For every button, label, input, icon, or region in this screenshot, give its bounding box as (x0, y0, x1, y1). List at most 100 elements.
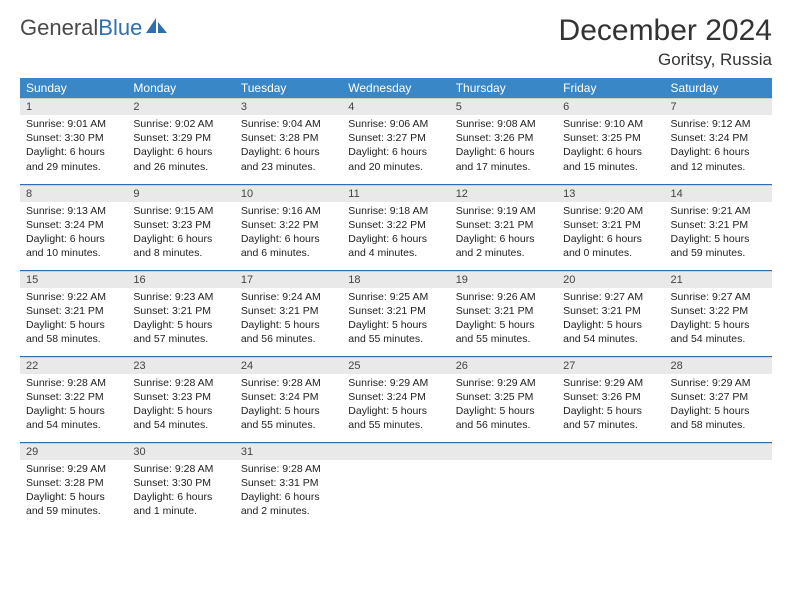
day-number: 10 (235, 185, 342, 202)
calendar-cell (342, 442, 449, 528)
day-number: 29 (20, 443, 127, 460)
calendar-cell: 20Sunrise: 9:27 AMSunset: 3:21 PMDayligh… (557, 270, 664, 356)
calendar-row: 8Sunrise: 9:13 AMSunset: 3:24 PMDaylight… (20, 184, 772, 270)
calendar-cell: 24Sunrise: 9:28 AMSunset: 3:24 PMDayligh… (235, 356, 342, 442)
day-detail: Sunrise: 9:29 AMSunset: 3:28 PMDaylight:… (20, 460, 127, 523)
day-detail (665, 460, 772, 466)
header: GeneralBlue December 2024 Goritsy, Russi… (20, 14, 772, 70)
day-header: Thursday (450, 78, 557, 98)
calendar-cell: 27Sunrise: 9:29 AMSunset: 3:26 PMDayligh… (557, 356, 664, 442)
calendar-cell: 6Sunrise: 9:10 AMSunset: 3:25 PMDaylight… (557, 98, 664, 184)
day-detail: Sunrise: 9:23 AMSunset: 3:21 PMDaylight:… (127, 288, 234, 351)
day-detail: Sunrise: 9:16 AMSunset: 3:22 PMDaylight:… (235, 202, 342, 265)
day-detail: Sunrise: 9:21 AMSunset: 3:21 PMDaylight:… (665, 202, 772, 265)
day-header: Sunday (20, 78, 127, 98)
day-number (665, 443, 772, 460)
calendar-cell: 22Sunrise: 9:28 AMSunset: 3:22 PMDayligh… (20, 356, 127, 442)
day-detail: Sunrise: 9:29 AMSunset: 3:27 PMDaylight:… (665, 374, 772, 437)
day-detail: Sunrise: 9:28 AMSunset: 3:22 PMDaylight:… (20, 374, 127, 437)
calendar-cell: 19Sunrise: 9:26 AMSunset: 3:21 PMDayligh… (450, 270, 557, 356)
calendar-cell: 4Sunrise: 9:06 AMSunset: 3:27 PMDaylight… (342, 98, 449, 184)
day-detail: Sunrise: 9:29 AMSunset: 3:25 PMDaylight:… (450, 374, 557, 437)
day-number: 4 (342, 98, 449, 115)
day-header: Saturday (665, 78, 772, 98)
calendar-cell: 21Sunrise: 9:27 AMSunset: 3:22 PMDayligh… (665, 270, 772, 356)
day-number: 22 (20, 357, 127, 374)
calendar-cell (557, 442, 664, 528)
calendar-cell: 12Sunrise: 9:19 AMSunset: 3:21 PMDayligh… (450, 184, 557, 270)
calendar-cell: 11Sunrise: 9:18 AMSunset: 3:22 PMDayligh… (342, 184, 449, 270)
calendar-cell (665, 442, 772, 528)
day-number: 12 (450, 185, 557, 202)
day-detail: Sunrise: 9:27 AMSunset: 3:22 PMDaylight:… (665, 288, 772, 351)
calendar-cell: 13Sunrise: 9:20 AMSunset: 3:21 PMDayligh… (557, 184, 664, 270)
calendar-cell: 3Sunrise: 9:04 AMSunset: 3:28 PMDaylight… (235, 98, 342, 184)
calendar-cell: 29Sunrise: 9:29 AMSunset: 3:28 PMDayligh… (20, 442, 127, 528)
calendar-cell: 28Sunrise: 9:29 AMSunset: 3:27 PMDayligh… (665, 356, 772, 442)
day-detail: Sunrise: 9:29 AMSunset: 3:24 PMDaylight:… (342, 374, 449, 437)
calendar-cell: 14Sunrise: 9:21 AMSunset: 3:21 PMDayligh… (665, 184, 772, 270)
day-number: 26 (450, 357, 557, 374)
calendar-cell: 17Sunrise: 9:24 AMSunset: 3:21 PMDayligh… (235, 270, 342, 356)
calendar-cell: 10Sunrise: 9:16 AMSunset: 3:22 PMDayligh… (235, 184, 342, 270)
calendar-cell: 25Sunrise: 9:29 AMSunset: 3:24 PMDayligh… (342, 356, 449, 442)
day-number: 19 (450, 271, 557, 288)
calendar-cell: 16Sunrise: 9:23 AMSunset: 3:21 PMDayligh… (127, 270, 234, 356)
calendar-cell: 5Sunrise: 9:08 AMSunset: 3:26 PMDaylight… (450, 98, 557, 184)
day-detail: Sunrise: 9:12 AMSunset: 3:24 PMDaylight:… (665, 115, 772, 178)
title-block: December 2024 Goritsy, Russia (559, 14, 772, 70)
day-number: 20 (557, 271, 664, 288)
calendar-page: GeneralBlue December 2024 Goritsy, Russi… (0, 0, 792, 528)
day-detail: Sunrise: 9:13 AMSunset: 3:24 PMDaylight:… (20, 202, 127, 265)
calendar-cell: 9Sunrise: 9:15 AMSunset: 3:23 PMDaylight… (127, 184, 234, 270)
calendar-cell: 30Sunrise: 9:28 AMSunset: 3:30 PMDayligh… (127, 442, 234, 528)
calendar-row: 1Sunrise: 9:01 AMSunset: 3:30 PMDaylight… (20, 98, 772, 184)
calendar-cell: 18Sunrise: 9:25 AMSunset: 3:21 PMDayligh… (342, 270, 449, 356)
day-number: 18 (342, 271, 449, 288)
day-detail: Sunrise: 9:15 AMSunset: 3:23 PMDaylight:… (127, 202, 234, 265)
day-number: 5 (450, 98, 557, 115)
day-number: 2 (127, 98, 234, 115)
day-detail: Sunrise: 9:04 AMSunset: 3:28 PMDaylight:… (235, 115, 342, 178)
month-title: December 2024 (559, 14, 772, 48)
logo-text-2: Blue (98, 15, 142, 41)
day-number: 9 (127, 185, 234, 202)
calendar-cell: 1Sunrise: 9:01 AMSunset: 3:30 PMDaylight… (20, 98, 127, 184)
calendar-cell: 8Sunrise: 9:13 AMSunset: 3:24 PMDaylight… (20, 184, 127, 270)
day-number: 25 (342, 357, 449, 374)
calendar-cell: 7Sunrise: 9:12 AMSunset: 3:24 PMDaylight… (665, 98, 772, 184)
day-number: 16 (127, 271, 234, 288)
day-number: 1 (20, 98, 127, 115)
day-header: Friday (557, 78, 664, 98)
day-header: Wednesday (342, 78, 449, 98)
day-number: 11 (342, 185, 449, 202)
day-detail: Sunrise: 9:27 AMSunset: 3:21 PMDaylight:… (557, 288, 664, 351)
day-number: 15 (20, 271, 127, 288)
day-number: 14 (665, 185, 772, 202)
day-number: 6 (557, 98, 664, 115)
day-detail: Sunrise: 9:28 AMSunset: 3:23 PMDaylight:… (127, 374, 234, 437)
day-detail: Sunrise: 9:26 AMSunset: 3:21 PMDaylight:… (450, 288, 557, 351)
day-detail: Sunrise: 9:08 AMSunset: 3:26 PMDaylight:… (450, 115, 557, 178)
logo-sail-icon (146, 14, 168, 40)
calendar-row: 22Sunrise: 9:28 AMSunset: 3:22 PMDayligh… (20, 356, 772, 442)
day-number: 27 (557, 357, 664, 374)
day-detail: Sunrise: 9:25 AMSunset: 3:21 PMDaylight:… (342, 288, 449, 351)
day-detail: Sunrise: 9:02 AMSunset: 3:29 PMDaylight:… (127, 115, 234, 178)
day-detail: Sunrise: 9:10 AMSunset: 3:25 PMDaylight:… (557, 115, 664, 178)
calendar-cell: 31Sunrise: 9:28 AMSunset: 3:31 PMDayligh… (235, 442, 342, 528)
day-detail: Sunrise: 9:22 AMSunset: 3:21 PMDaylight:… (20, 288, 127, 351)
day-detail: Sunrise: 9:29 AMSunset: 3:26 PMDaylight:… (557, 374, 664, 437)
day-detail: Sunrise: 9:24 AMSunset: 3:21 PMDaylight:… (235, 288, 342, 351)
calendar-row: 29Sunrise: 9:29 AMSunset: 3:28 PMDayligh… (20, 442, 772, 528)
calendar-table: Sunday Monday Tuesday Wednesday Thursday… (20, 78, 772, 528)
day-detail (342, 460, 449, 466)
calendar-body: 1Sunrise: 9:01 AMSunset: 3:30 PMDaylight… (20, 98, 772, 528)
calendar-row: 15Sunrise: 9:22 AMSunset: 3:21 PMDayligh… (20, 270, 772, 356)
day-number: 28 (665, 357, 772, 374)
day-number: 7 (665, 98, 772, 115)
calendar-cell: 15Sunrise: 9:22 AMSunset: 3:21 PMDayligh… (20, 270, 127, 356)
day-number: 21 (665, 271, 772, 288)
logo-text-1: General (20, 15, 98, 41)
day-number: 23 (127, 357, 234, 374)
